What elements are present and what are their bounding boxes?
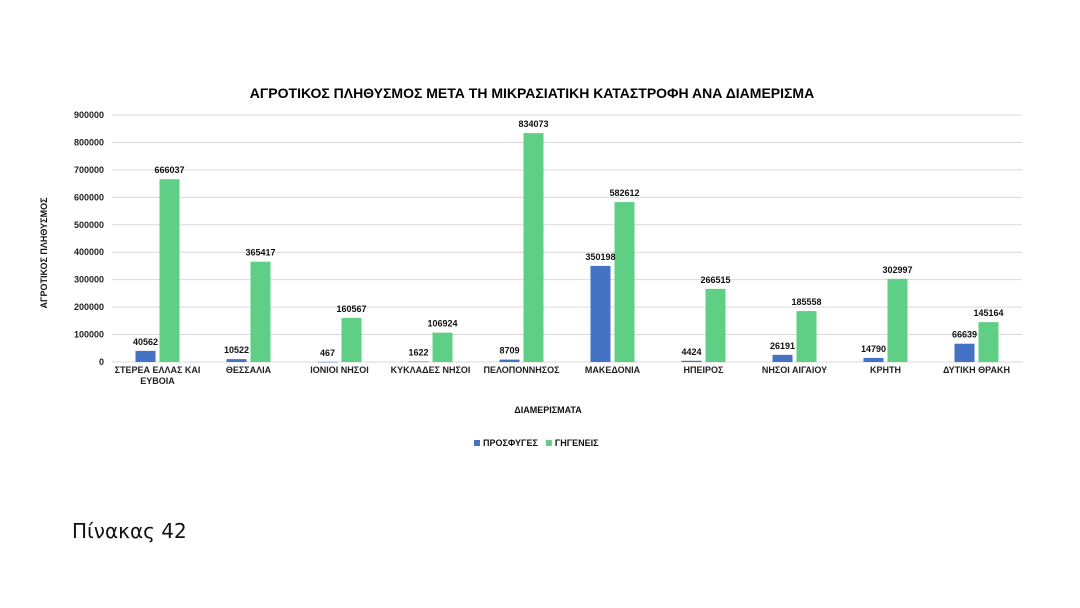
bar-natives: [432, 332, 453, 362]
y-tick-labels: 0 100000 200000 300000 400000 500000 600000 700…: [74, 110, 104, 367]
data-label: 160567: [336, 304, 366, 314]
bars: [135, 133, 999, 363]
bar-natives: [341, 317, 362, 362]
bar-natives: [887, 278, 908, 362]
table-caption: Πίνακας 42: [72, 519, 187, 543]
chart-title: ΑΓΡΟΤΙΚΟΣ ΠΛΗΘΥΣΜΟΣ ΜΕΤΑ ΤΗ ΜΙΚΡΑΣΙΑΤΙΚΗ…: [250, 85, 814, 101]
data-label: 350198: [585, 252, 615, 262]
bar-natives: [250, 261, 271, 362]
data-label: 365417: [245, 248, 275, 258]
data-label: 66639: [952, 330, 977, 340]
bar-refugees: [499, 359, 520, 362]
x-axis-title: ΔΙΑΜΕΡΙΣΜΑΤΑ: [514, 405, 582, 415]
y-tick-label: 400000: [74, 247, 104, 257]
bar-refugees: [863, 357, 884, 362]
data-label: 40562: [133, 337, 158, 347]
data-label: 26191: [770, 341, 795, 351]
legend-label: ΓΗΓΕΝΕΙΣ: [555, 438, 599, 448]
data-label: 1622: [408, 348, 428, 358]
bar-refugees: [317, 361, 338, 363]
bar-natives: [523, 133, 544, 362]
x-tick-label: ΔΥΤΙΚΗ ΘΡΑΚΗ: [943, 365, 1010, 375]
data-label: 10522: [224, 345, 249, 355]
data-label: 666037: [154, 165, 184, 175]
data-label: 582612: [609, 188, 639, 198]
bar-refugees: [681, 360, 702, 362]
bar-refugees: [954, 343, 975, 362]
data-label: 834073: [518, 119, 548, 129]
bar-refugees: [226, 359, 247, 362]
data-label: 8709: [499, 346, 519, 356]
legend-swatch: [474, 440, 480, 446]
data-label: 4424: [681, 347, 701, 357]
y-tick-label: 800000: [74, 137, 104, 147]
x-tick-label: ΚΥΚΛΑΔΕΣ ΝΗΣΟΙ: [391, 365, 471, 375]
bar-natives: [796, 311, 817, 362]
x-tick-label: ΜΑΚΕΔΟΝΙΑ: [585, 365, 641, 375]
legend-label: ΠΡΟΣΦΥΓΕΣ: [483, 438, 538, 448]
data-label: 185558: [791, 297, 821, 307]
data-label: 14790: [861, 344, 886, 354]
data-labels: 40562 666037 10522 365417 467 160567 1622 10692…: [133, 119, 1004, 358]
y-tick-label: 500000: [74, 220, 104, 230]
x-tick-label: ΣΤΕΡΕΑ ΕΛΛΑΣ ΚΑΙ ΕΥΒΟΙΑ: [115, 365, 201, 386]
bar-refugees: [772, 354, 793, 362]
y-tick-label: 700000: [74, 165, 104, 175]
x-tick-label: ΙΟΝΙΟΙ ΝΗΣΟΙ: [310, 365, 368, 375]
legend: ΠΡΟΣΦΥΓΕΣ ΓΗΓΕΝΕΙΣ: [474, 438, 599, 448]
y-tick-label: 600000: [74, 192, 104, 202]
data-label: 266515: [700, 275, 730, 285]
y-tick-label: 100000: [74, 330, 104, 340]
data-label: 467: [320, 348, 335, 358]
data-label: 302997: [882, 265, 912, 275]
y-tick-label: 300000: [74, 275, 104, 285]
legend-swatch: [545, 440, 552, 446]
bar-natives: [705, 288, 726, 362]
x-tick-label: ΠΕΛΟΠΟΝΝΗΣΟΣ: [483, 365, 560, 375]
gridlines: [112, 114, 1022, 363]
data-label: 145164: [973, 308, 1003, 318]
y-tick-label: 900000: [74, 110, 104, 120]
category-labels: ΣΤΕΡΕΑ ΕΛΛΑΣ ΚΑΙ ΕΥΒΟΙΑ ΘΕΣΣΑΛΙΑ ΙΟΝΙΟΙ ΝΗΣ…: [115, 365, 1010, 386]
bar-refugees: [590, 265, 611, 362]
bar-natives: [159, 179, 180, 362]
y-tick-label: 0: [99, 357, 104, 367]
bar-refugees: [135, 350, 156, 362]
bar-natives: [614, 202, 635, 362]
x-tick-label: ΘΕΣΣΑΛΙΑ: [226, 365, 272, 375]
x-tick-label: ΗΠΕΙΡΟΣ: [684, 365, 725, 375]
y-tick-label: 200000: [74, 302, 104, 312]
x-tick-label: ΚΡΗΤΗ: [870, 365, 901, 375]
bar-natives: [978, 322, 999, 362]
x-tick-label: ΝΗΣΟΙ ΑΙΓΑΙΟΥ: [762, 365, 827, 375]
y-axis-title: ΑΓΡΟΤΙΚΟΣ ΠΛΗΘΥΣΜΟΣ: [39, 197, 49, 309]
data-label: 106924: [427, 319, 457, 329]
bar-refugees: [408, 361, 429, 363]
